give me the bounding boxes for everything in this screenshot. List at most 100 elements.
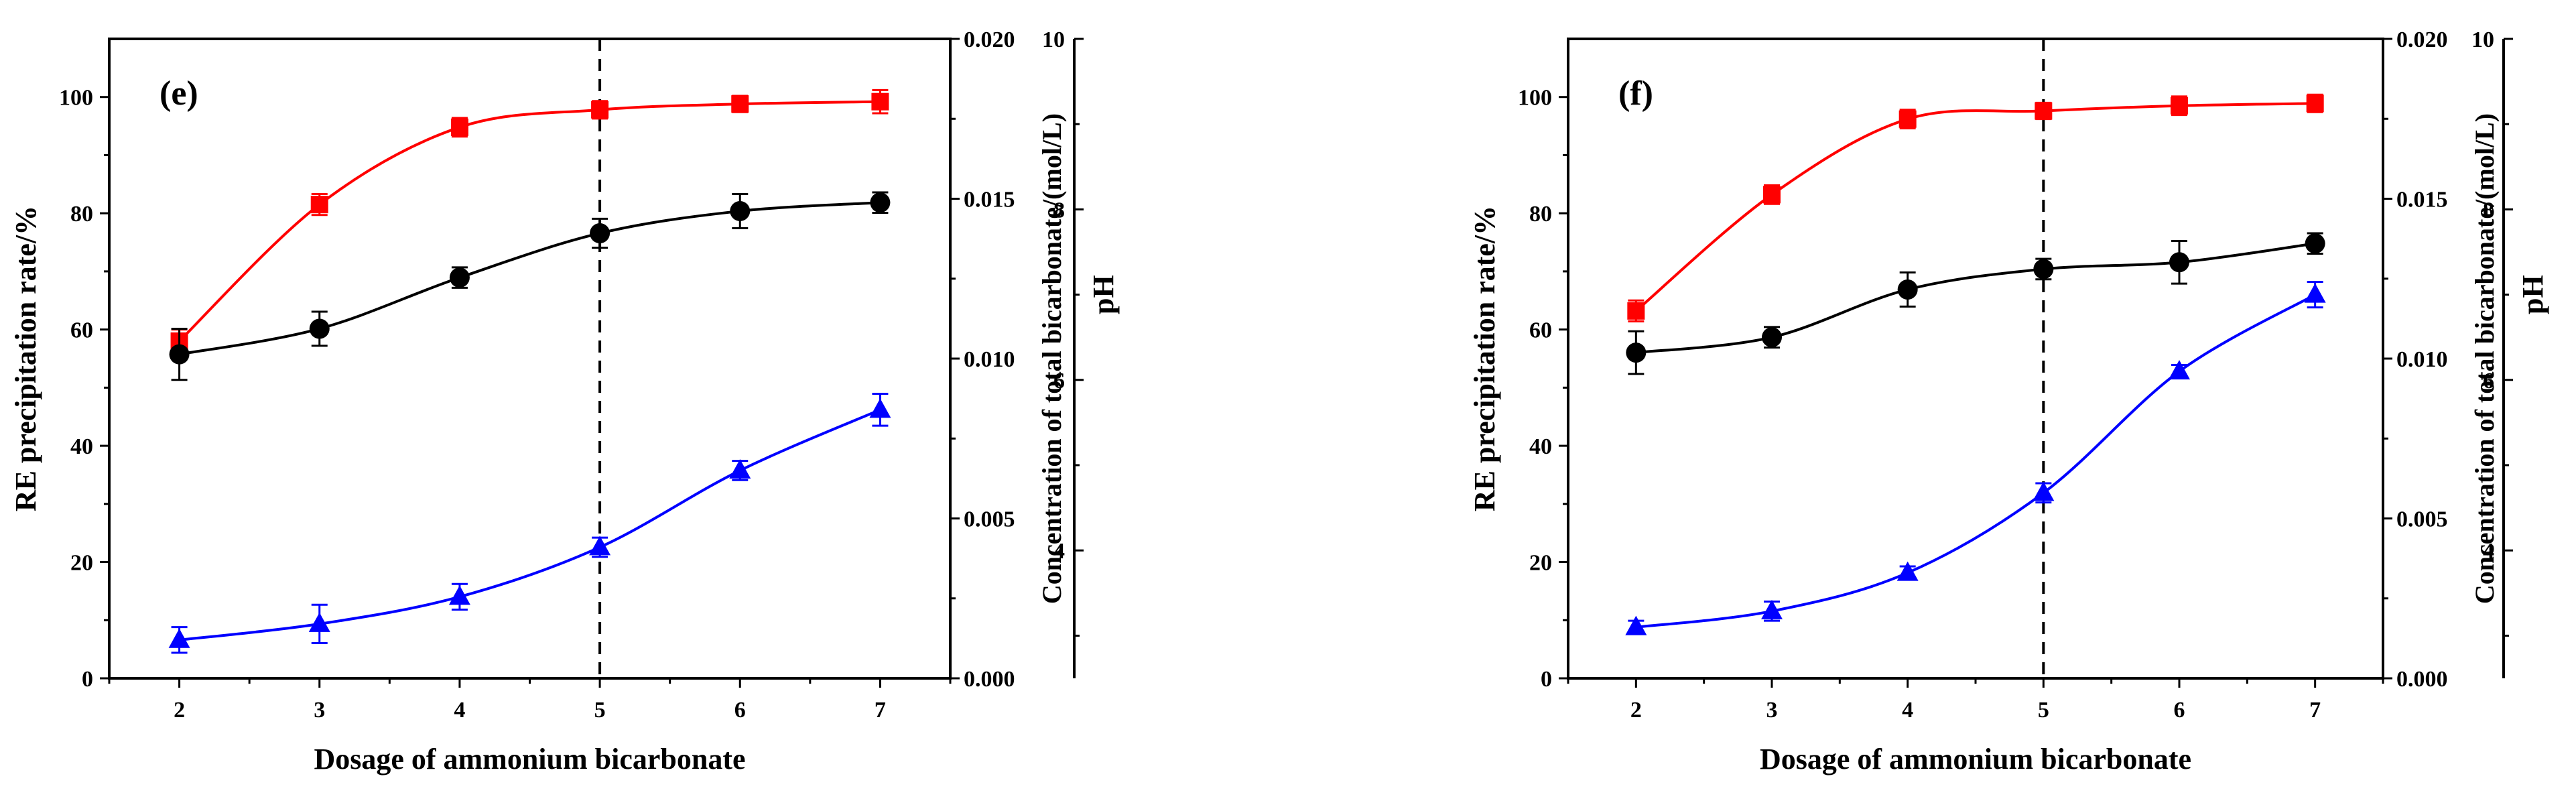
ph-tick-label: 8 [2483, 198, 2494, 223]
ph-tick-label: 8 [1053, 198, 1065, 223]
data-point [589, 536, 611, 556]
x-tick-label: 6 [2174, 698, 2185, 723]
data-point [2304, 283, 2326, 303]
x-tick-label: 5 [594, 698, 606, 723]
data-point [1896, 561, 1919, 581]
y-tick-label: 40 [70, 434, 93, 459]
data-point [2033, 259, 2054, 280]
y-tick-label: 100 [59, 86, 93, 111]
ph-tick-label: 4 [2483, 539, 2494, 564]
x-tick-label: 6 [734, 698, 746, 723]
y-tick-label: 0 [82, 667, 93, 692]
y2-tick-label: 0.015 [2396, 188, 2448, 212]
ph-tick-label: 10 [1042, 27, 1065, 52]
data-point [871, 92, 889, 111]
y2-tick-label: 0.005 [2396, 507, 2448, 532]
data-point [730, 200, 751, 221]
x-tick-label: 4 [454, 698, 465, 723]
data-point [2169, 252, 2189, 273]
x-axis-title: Dosage of ammonium bicarbonate [314, 743, 745, 775]
y-tick-label: 0 [1541, 667, 1552, 692]
series-triangle [1625, 281, 2326, 635]
data-point [168, 628, 190, 648]
panel-label: (f) [1618, 74, 1653, 113]
series-triangle [168, 392, 891, 654]
y2-axis-title: Concentration of total bicarbonate/(mol/… [2469, 113, 2500, 604]
y2-tick-label: 0.000 [2396, 667, 2448, 692]
data-point [729, 458, 751, 479]
series-square [1627, 93, 2324, 322]
x-axis-title: Dosage of ammonium bicarbonate [1760, 743, 2191, 775]
series-circle [1626, 232, 2325, 375]
chart-panel-e: 2 3 4 5 6 7 0 20 40 60 80 100 0.000 0.005 0.010 0.015 0.… [9, 27, 1120, 775]
plot-frame [108, 38, 952, 680]
data-point [869, 398, 891, 418]
data-point [1627, 302, 1645, 320]
data-point [309, 318, 330, 339]
y2-axis-title: Concentration of total bicarbonate/(mol/… [1037, 113, 1067, 604]
data-point [2035, 102, 2053, 120]
data-point [2033, 481, 2055, 501]
data-point [2169, 360, 2190, 380]
data-point [1897, 279, 1918, 300]
data-point [1762, 327, 1782, 348]
series-line [1635, 102, 2315, 312]
y-tick-label: 80 [70, 202, 93, 227]
y-tick-label: 60 [1529, 318, 1552, 343]
series-line [178, 100, 881, 343]
x-tick-label: 3 [314, 698, 325, 723]
y2-tick-label: 0.015 [964, 188, 1015, 212]
y-tick-label: 20 [70, 551, 93, 576]
y2-tick-label: 0.020 [2396, 27, 2448, 52]
panel-label: (e) [159, 74, 198, 113]
data-point [1625, 615, 1647, 635]
data-point [870, 192, 891, 213]
y-tick-label: 100 [1518, 86, 1552, 111]
data-point [2305, 233, 2325, 254]
data-point [590, 223, 610, 244]
y2-tick-label: 0.005 [964, 507, 1015, 532]
x-tick-label: 7 [875, 698, 886, 723]
data-point [1761, 599, 1783, 619]
series-line [179, 408, 881, 641]
x-tick-label: 5 [2038, 698, 2049, 723]
y2-tick-label: 0.020 [964, 27, 1015, 52]
x-tick-label: 2 [1630, 698, 1642, 723]
data-point [731, 95, 749, 113]
ph-tick-label: 6 [2483, 369, 2494, 393]
ph-tick-label: 10 [2471, 27, 2494, 52]
data-point [2171, 97, 2188, 115]
data-point [2306, 95, 2324, 113]
plot-frame [1567, 38, 2384, 680]
series-square [170, 88, 889, 354]
y2-tick-label: 0.000 [964, 667, 1015, 692]
y2-tick-label: 0.010 [2396, 347, 2448, 372]
ph-tick-label: 6 [1053, 369, 1065, 393]
data-point [308, 612, 330, 632]
ph-axis-title: pH [1087, 275, 1120, 314]
series-circle [169, 191, 891, 381]
series-line [1636, 242, 2315, 355]
chart-panel-f: 2 3 4 5 6 7 0 20 40 60 80 100 0.000 0.005 0.010 0.015 0.… [1468, 27, 2549, 775]
y-tick-label: 20 [1529, 551, 1552, 576]
data-point [450, 118, 468, 136]
data-point [1763, 186, 1781, 204]
data-point [449, 267, 470, 288]
y-tick-label: 40 [1529, 434, 1552, 459]
x-tick-label: 4 [1902, 698, 1913, 723]
y-tick-label: 60 [70, 318, 93, 343]
y-axis-title: RE precipitation rate/% [9, 206, 42, 511]
y2-tick-label: 0.010 [964, 347, 1015, 372]
data-point [310, 196, 328, 214]
x-tick-label: 7 [2309, 698, 2321, 723]
ph-axis-title: pH [2516, 275, 2549, 314]
ph-tick-label: 4 [1053, 539, 1065, 564]
x-tick-label: 2 [174, 698, 185, 723]
series-line [179, 201, 881, 356]
y-tick-label: 80 [1529, 202, 1552, 227]
data-point [1626, 343, 1647, 363]
data-point [448, 585, 470, 605]
data-point [591, 101, 609, 119]
data-point [1898, 110, 1917, 128]
